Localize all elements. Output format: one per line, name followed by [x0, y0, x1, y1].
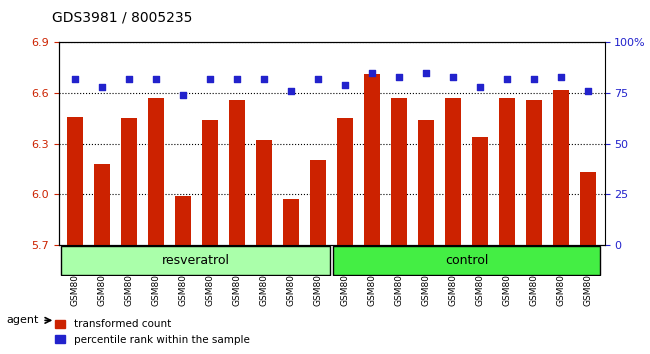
Bar — [175, 196, 191, 245]
Bar — [256, 140, 272, 245]
Bar — [94, 164, 110, 245]
Point — [475, 84, 486, 90]
Point — [421, 70, 432, 76]
Text: agent: agent — [6, 315, 39, 325]
Point — [448, 74, 458, 80]
Point — [70, 76, 80, 82]
Bar — [310, 160, 326, 245]
Point — [151, 76, 161, 82]
Bar — [337, 118, 353, 245]
Point — [231, 76, 242, 82]
Bar — [66, 116, 83, 245]
Bar — [391, 98, 407, 245]
Bar — [472, 137, 488, 245]
Bar — [148, 98, 164, 245]
Text: GDS3981 / 8005235: GDS3981 / 8005235 — [52, 11, 192, 25]
Point — [367, 70, 377, 76]
Bar — [526, 100, 542, 245]
Point — [583, 88, 593, 94]
Bar — [580, 172, 597, 245]
Bar — [499, 98, 515, 245]
Bar — [202, 120, 218, 245]
Bar — [418, 120, 434, 245]
Point — [124, 76, 134, 82]
Point — [394, 74, 404, 80]
Bar — [553, 90, 569, 245]
Point — [286, 88, 296, 94]
Point — [177, 92, 188, 98]
Legend: transformed count, percentile rank within the sample: transformed count, percentile rank withi… — [51, 315, 254, 349]
Point — [313, 76, 323, 82]
Bar — [229, 100, 245, 245]
Bar — [121, 118, 137, 245]
Bar — [445, 98, 462, 245]
Point — [502, 76, 512, 82]
Point — [340, 82, 350, 88]
FancyBboxPatch shape — [333, 246, 601, 275]
Point — [97, 84, 107, 90]
Bar — [283, 199, 299, 245]
Bar — [364, 74, 380, 245]
Text: control: control — [445, 254, 488, 267]
Text: resveratrol: resveratrol — [162, 254, 230, 267]
Point — [529, 76, 539, 82]
FancyBboxPatch shape — [61, 246, 330, 275]
Point — [556, 74, 566, 80]
Point — [259, 76, 269, 82]
Point — [205, 76, 215, 82]
